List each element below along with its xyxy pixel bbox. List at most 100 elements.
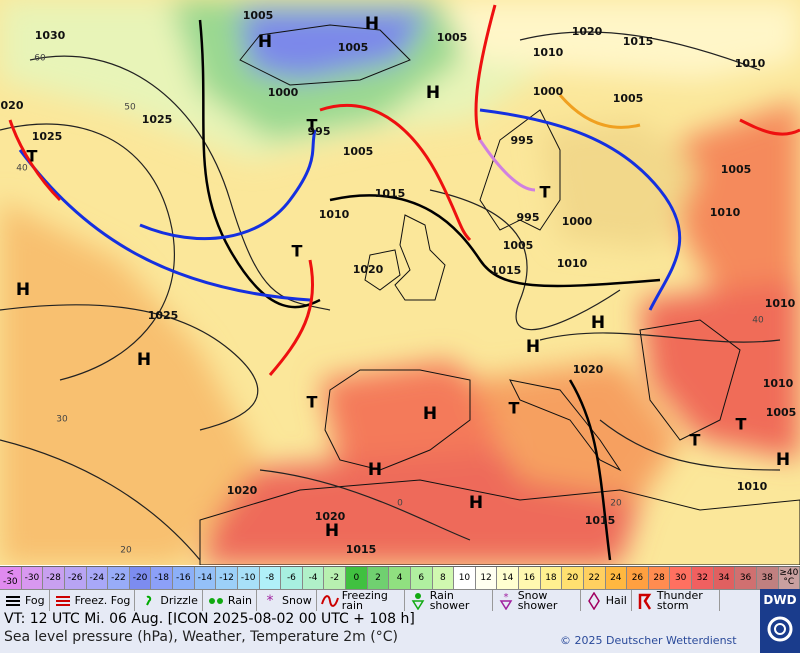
valid-time: VT: 12 UTC Mi. 06 Aug. [ICON 2025-08-02 …: [4, 611, 415, 627]
pressure-center: H: [423, 404, 437, 424]
weather-legend-item: Drizzle: [135, 590, 203, 612]
scale-cell: -22: [108, 567, 130, 589]
scale-cell: 14: [497, 567, 519, 589]
isobar-label: 995: [511, 134, 534, 147]
isobar-label: 1000: [562, 215, 593, 228]
isobar-label: 1020: [315, 510, 346, 523]
low-center: T: [292, 242, 303, 261]
isobar-label: 995: [308, 125, 331, 138]
weather-legend-label: Hail: [605, 594, 627, 607]
weather-legend-label: Thunder storm: [656, 589, 703, 612]
isobar-label: 1005: [243, 9, 274, 22]
fronts: [8, 4, 800, 376]
isobar-label: 1010: [737, 480, 768, 493]
logo-icon: [767, 616, 793, 642]
weather-legend-item: Fog: [0, 590, 50, 612]
isobar-label: 1010: [533, 46, 564, 59]
scale-cell: -14: [194, 567, 217, 589]
isobar-label: 1020: [572, 25, 603, 38]
weather-legend-label: Freezing rain: [341, 589, 388, 612]
pressure-center: H: [365, 14, 379, 34]
isobar-label: 1000: [268, 86, 299, 99]
weather-legend-label: Fog: [25, 594, 45, 607]
scale-cell: 0: [346, 567, 368, 589]
grid-label: 30: [56, 415, 68, 425]
scale-cell: 30: [670, 567, 692, 589]
grid-label: 60: [34, 54, 46, 64]
low-center: T: [307, 116, 318, 135]
low-center: T: [540, 183, 551, 202]
pressure-center: H: [591, 313, 605, 333]
isobar-label: 1005: [613, 92, 644, 105]
isobar-label: 020: [1, 99, 24, 112]
weather-legend-label: Snow shower: [517, 589, 558, 612]
isobar-label: 1005: [503, 239, 534, 252]
isobar-label: 995: [517, 211, 540, 224]
weather-legend-item: Rain shower: [405, 590, 493, 612]
scale-cell: 2: [367, 567, 390, 589]
isobar-label: 1015: [585, 514, 616, 527]
scale-cell: -6: [281, 567, 303, 589]
pressure-center: H: [258, 32, 272, 52]
temperature-scale: < -30 -30 -28 -26 -24 -22 -20 -18 -16 -14 -12 -10 -8…: [0, 566, 800, 589]
scale-cell: ≥40 °C: [778, 567, 800, 589]
isobar-label: 1005: [343, 145, 374, 158]
isobar-label: 1005: [437, 31, 468, 44]
scale-cell: 38: [756, 567, 779, 589]
weather-legend-label: Drizzle: [160, 594, 198, 607]
pressure-center: H: [325, 521, 339, 541]
pressure-center: H: [526, 337, 540, 357]
weather-legend-item: Rain: [203, 590, 258, 612]
svg-text:*: *: [503, 592, 508, 603]
scale-cell: -10: [237, 567, 260, 589]
scale-cell: -16: [173, 567, 195, 589]
grid-label: 20: [120, 546, 132, 556]
map: 1005 H H 1005 1030 1020 1015 1010 1005 1000 H 1000 1…: [0, 0, 800, 565]
weather-icon: [146, 595, 152, 606]
scale-cell: -18: [151, 567, 173, 589]
isobar-label: 1010: [763, 377, 794, 390]
scale-cell: 8: [432, 567, 455, 589]
isobar-label: 1005: [766, 406, 797, 419]
weather-legend-label: Freez. Fog: [74, 594, 131, 607]
isobar-label: 1015: [375, 187, 406, 200]
isobar-label: 1025: [142, 113, 173, 126]
low-center: T: [690, 431, 701, 450]
svg-text:*: *: [267, 593, 274, 609]
scale-cell: 22: [583, 567, 606, 589]
isobar-label: 1025: [32, 130, 63, 143]
pressure-center: H: [16, 280, 30, 300]
isobar-label: 1020: [227, 484, 258, 497]
scale-cell: -2: [324, 567, 346, 589]
weather-icon: [411, 593, 425, 610]
weather-icon: [208, 598, 223, 604]
isobar-label: 1015: [346, 543, 377, 556]
scale-cell: < -30: [0, 567, 22, 589]
weather-legend-item: * Snow: [257, 590, 317, 612]
coastlines: [199, 24, 800, 565]
weather-legend-item: Hail: [581, 590, 632, 612]
weather-icon: *: [499, 592, 513, 610]
weather-icon: [638, 593, 652, 610]
pressure-center: H: [426, 83, 440, 103]
pressure-center: H: [776, 450, 790, 470]
scale-cell: 16: [519, 567, 541, 589]
pressure-center: H: [368, 460, 382, 480]
isobars: [0, 31, 781, 561]
isobar-label: 1010: [557, 257, 588, 270]
isobar-label: 1010: [319, 208, 350, 221]
low-center: T: [509, 399, 520, 418]
isobar-label: 1000: [533, 85, 564, 98]
isobar-label: 1030: [35, 29, 66, 42]
low-center: T: [736, 415, 747, 434]
weather-legend-label: Snow: [282, 594, 312, 607]
weather-icon: [587, 592, 600, 610]
scale-cell: -24: [86, 567, 109, 589]
scale-cell: -12: [216, 567, 238, 589]
weather-legend-item: * Snow shower: [493, 590, 581, 612]
grid-label: 0: [397, 499, 403, 509]
isobar-label: 1015: [623, 35, 654, 48]
scale-cell: -30: [21, 567, 44, 589]
scale-cell: 12: [475, 567, 498, 589]
